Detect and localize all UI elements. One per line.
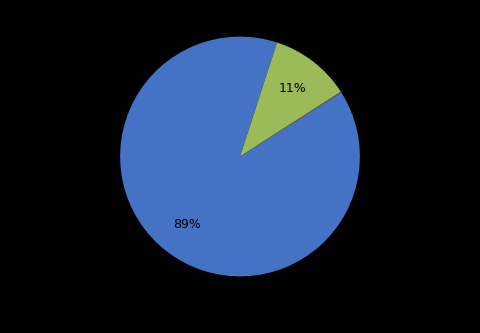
Text: 11%: 11%: [279, 82, 307, 95]
Wedge shape: [120, 37, 360, 276]
Wedge shape: [240, 43, 341, 157]
Wedge shape: [240, 92, 341, 157]
Text: 89%: 89%: [173, 218, 201, 231]
